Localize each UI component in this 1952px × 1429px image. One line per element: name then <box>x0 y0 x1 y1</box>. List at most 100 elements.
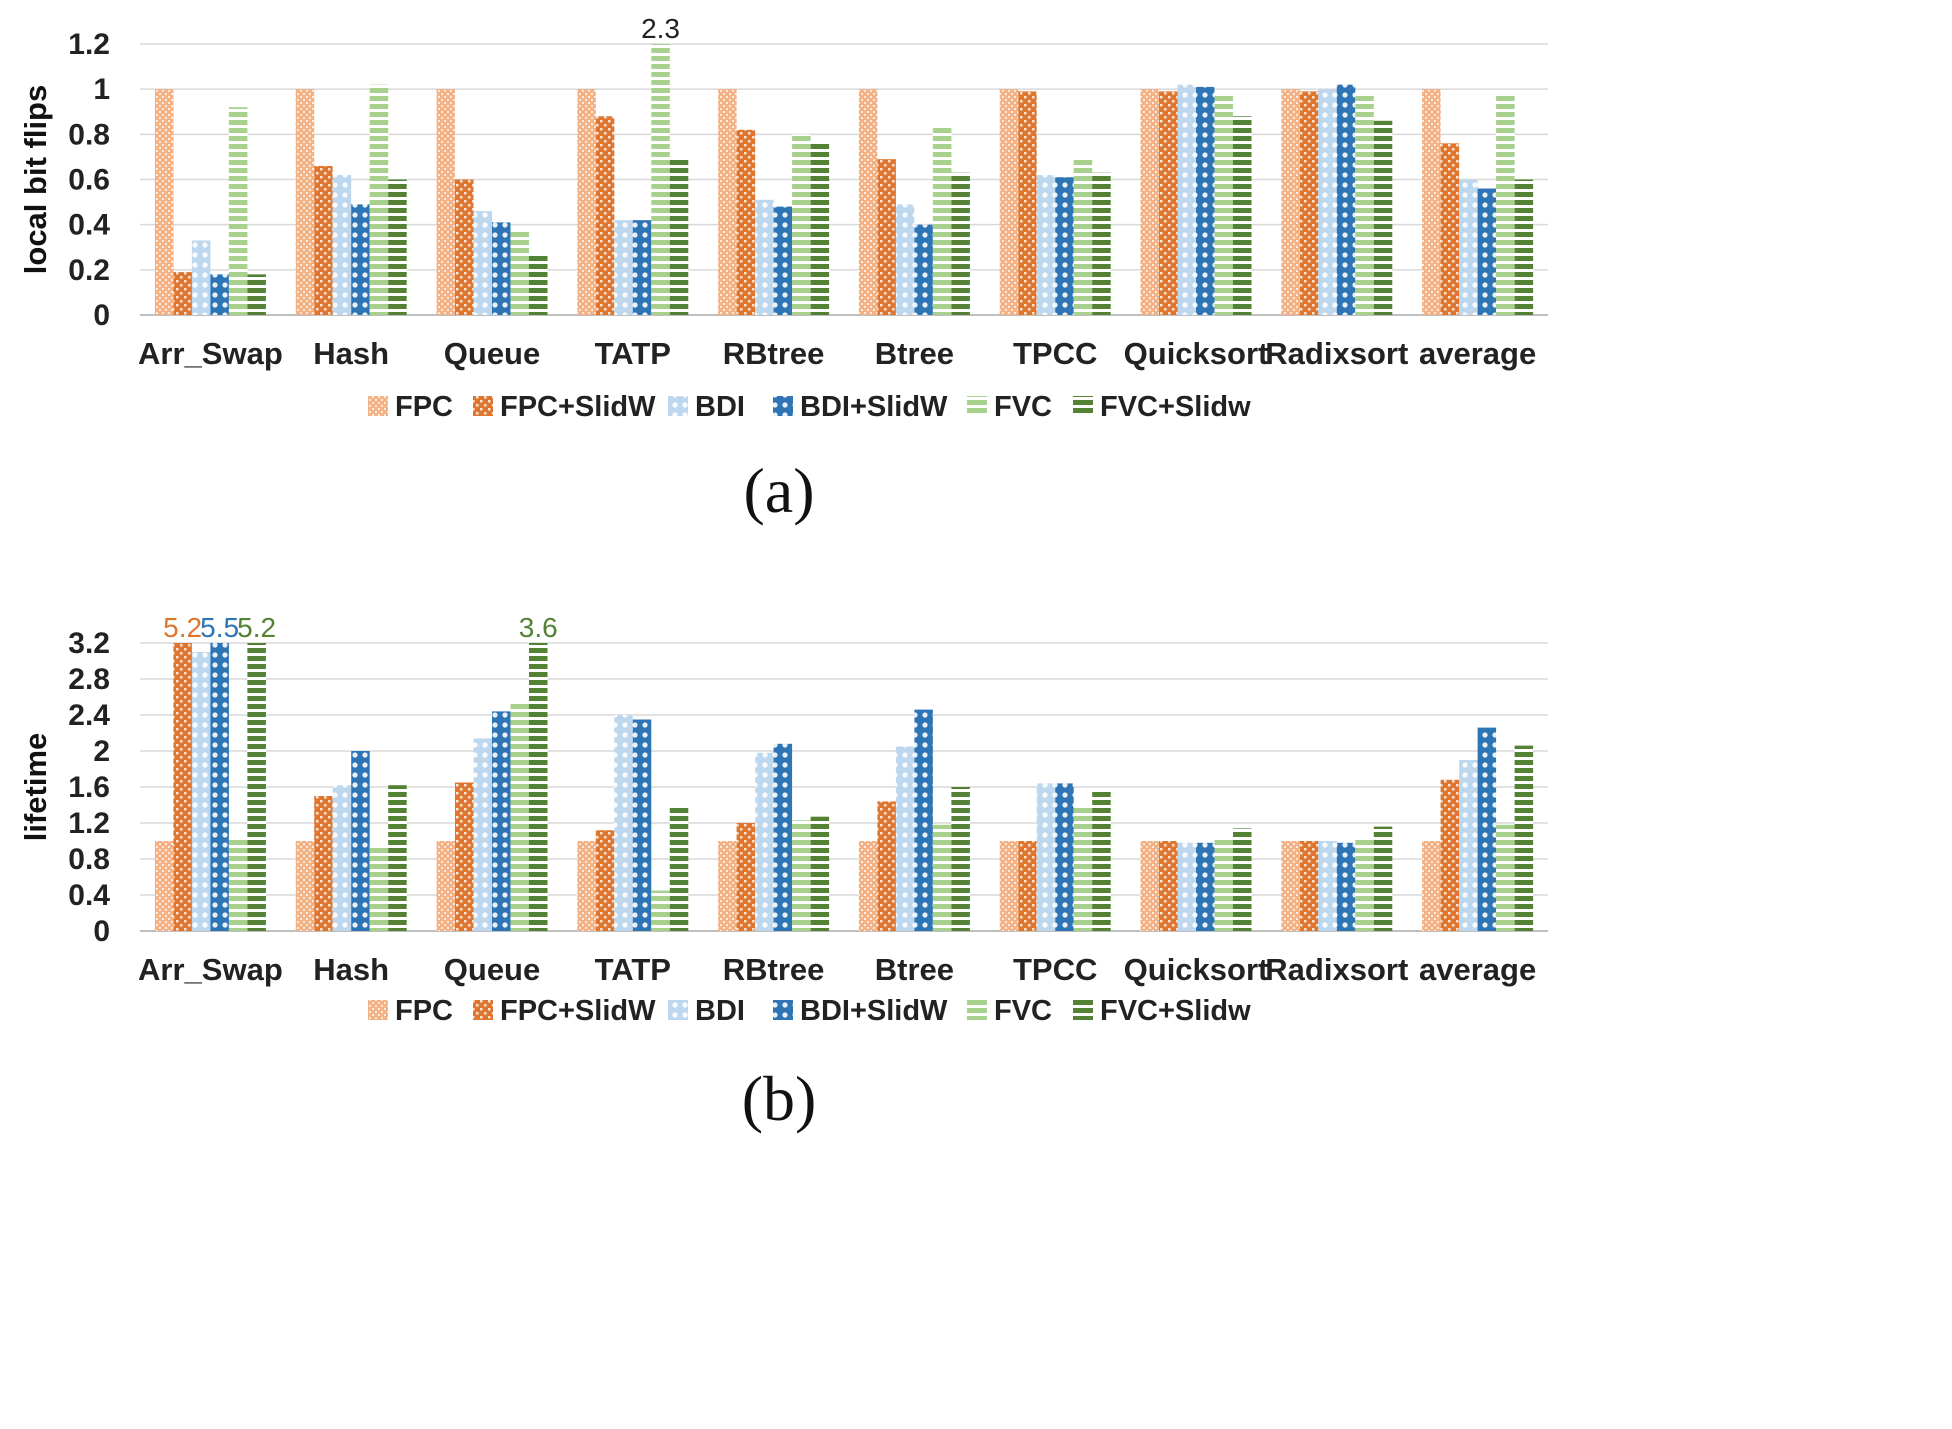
bar-tpcc-bdi-slidw <box>1055 177 1074 315</box>
bar-hash-fpc-slidw <box>314 165 333 315</box>
y-tick-label: 0 <box>93 299 110 332</box>
bar-queue-fvc-slidw <box>529 254 548 315</box>
bar-hash-fvc <box>369 845 389 931</box>
bar-tpcc-fvc <box>1073 806 1093 931</box>
overflow-value-label: 5.2 <box>163 612 202 643</box>
legend-label: FVC <box>994 391 1052 423</box>
bar-average-fvc-slidw <box>1514 745 1534 931</box>
bar-btree-bdi-slidw <box>914 709 933 931</box>
bar-quicksort-bdi <box>1177 842 1196 931</box>
bar-btree-fvc <box>932 824 952 931</box>
legend-swatch-fvc-slidw <box>1073 1000 1093 1020</box>
x-category-label: TATP <box>595 336 671 371</box>
bar-average-bdi-slidw <box>1477 188 1497 315</box>
y-tick-label: 0.4 <box>68 209 110 242</box>
bar-queue-fvc <box>510 231 529 315</box>
bar-hash-fpc-slidw <box>314 796 333 931</box>
y-tick-label: 2.8 <box>68 663 110 696</box>
bar-average-bdi <box>1459 179 1478 315</box>
bar-tpcc-fpc-slidw <box>1018 91 1037 315</box>
bar-rbtree-bdi-slidw <box>773 206 793 315</box>
bar-tatp-fpc <box>577 841 596 931</box>
bar-hash-bdi <box>332 174 352 315</box>
overflow-value-label: 3.6 <box>519 612 558 643</box>
x-category-label: Arr_Swap <box>138 952 283 987</box>
bar-radixsort-fvc <box>1355 839 1374 931</box>
bar-tatp-bdi-slidw <box>632 719 652 931</box>
bar-btree-bdi <box>895 746 915 931</box>
bar-arr-swap-fvc-slidw <box>247 274 266 315</box>
bar-radixsort-fpc-slidw <box>1299 91 1319 315</box>
legend-label: BDI+SlidW <box>800 995 948 1027</box>
bar-arr-swap-fvc-slidw <box>247 643 266 931</box>
bar-tatp-fvc <box>651 890 670 931</box>
bar-radixsort-fvc-slidw <box>1373 826 1393 931</box>
bar-tatp-bdi <box>614 220 633 315</box>
y-tick-label: 0.4 <box>68 879 110 912</box>
bar-quicksort-bdi-slidw <box>1196 86 1215 316</box>
bar-quicksort-bdi <box>1177 84 1196 316</box>
legend-label: FPC+SlidW <box>500 995 656 1027</box>
y-tick-label: 1.2 <box>68 807 110 840</box>
bar-hash-fvc <box>369 84 389 316</box>
x-category-label: Quicksort <box>1124 336 1269 371</box>
x-category-label: TATP <box>595 952 671 987</box>
overflow-value-label: 2.3 <box>641 13 680 44</box>
legend-label: FVC <box>994 995 1052 1027</box>
y-tick-label: 1 <box>93 73 110 106</box>
x-category-label: Btree <box>875 952 954 987</box>
bar-tatp-bdi-slidw <box>632 220 652 315</box>
bar-tpcc-fvc-slidw <box>1092 790 1111 931</box>
bar-quicksort-fvc-slidw <box>1233 116 1252 316</box>
bar-arr-swap-fvc <box>228 837 248 931</box>
y-tick-label: 0 <box>93 915 110 948</box>
bar-quicksort-fpc-slidw <box>1159 91 1178 315</box>
bar-quicksort-fpc-slidw <box>1159 841 1178 931</box>
bar-btree-bdi <box>895 204 915 315</box>
bar-rbtree-fvc <box>792 820 811 931</box>
bar-btree-fvc <box>932 127 952 315</box>
bar-radixsort-fpc-slidw <box>1299 841 1319 931</box>
bar-rbtree-bdi <box>755 752 774 931</box>
bar-average-fvc-slidw <box>1514 179 1534 315</box>
bar-tpcc-fvc-slidw <box>1092 172 1111 315</box>
legend-label: BDI <box>695 995 745 1027</box>
figure-caption: (b) <box>742 1063 817 1134</box>
legend-label: FPC <box>395 391 453 423</box>
bar-quicksort-fvc <box>1214 95 1233 315</box>
bar-queue-fpc <box>436 89 455 316</box>
bar-tatp-fpc-slidw <box>595 830 615 931</box>
bar-arr-swap-fpc <box>154 841 174 931</box>
figure-caption: (a) <box>743 455 814 526</box>
bar-radixsort-fpc <box>1281 89 1300 316</box>
bar-rbtree-fpc-slidw <box>736 823 756 931</box>
bar-radixsort-bdi-slidw <box>1336 84 1356 316</box>
legend-label: FPC+SlidW <box>500 391 656 423</box>
bar-quicksort-fpc <box>1140 841 1159 931</box>
bar-arr-swap-bdi-slidw <box>210 274 229 315</box>
bar-hash-fvc-slidw <box>388 179 407 315</box>
bar-btree-fpc-slidw <box>877 159 896 315</box>
legend-swatch-fpc <box>368 396 388 416</box>
x-category-label: Quicksort <box>1124 952 1269 987</box>
x-category-label: TPCC <box>1013 336 1097 371</box>
x-category-label: Hash <box>313 952 389 987</box>
bar-arr-swap-bdi <box>191 652 211 931</box>
y-tick-label: 1.6 <box>68 771 110 804</box>
x-category-label: Radixsort <box>1265 952 1408 987</box>
bar-quicksort-fpc <box>1140 89 1159 316</box>
legend-swatch-bdi-slidw <box>773 1000 793 1020</box>
bar-tpcc-fvc <box>1073 159 1093 315</box>
bar-radixsort-bdi <box>1318 841 1337 931</box>
legend-swatch-fpc-slidw <box>473 396 493 416</box>
bar-tpcc-fpc-slidw <box>1018 841 1037 931</box>
bar-arr-swap-fpc-slidw <box>173 643 192 931</box>
bar-rbtree-fpc <box>718 89 737 316</box>
bar-hash-fpc <box>295 89 315 316</box>
bar-tatp-fpc <box>577 89 596 316</box>
bar-hash-bdi-slidw <box>351 751 370 931</box>
bar-radixsort-fvc <box>1355 95 1374 315</box>
y-tick-label: 0.8 <box>68 118 110 151</box>
bar-btree-fvc-slidw <box>951 787 970 931</box>
